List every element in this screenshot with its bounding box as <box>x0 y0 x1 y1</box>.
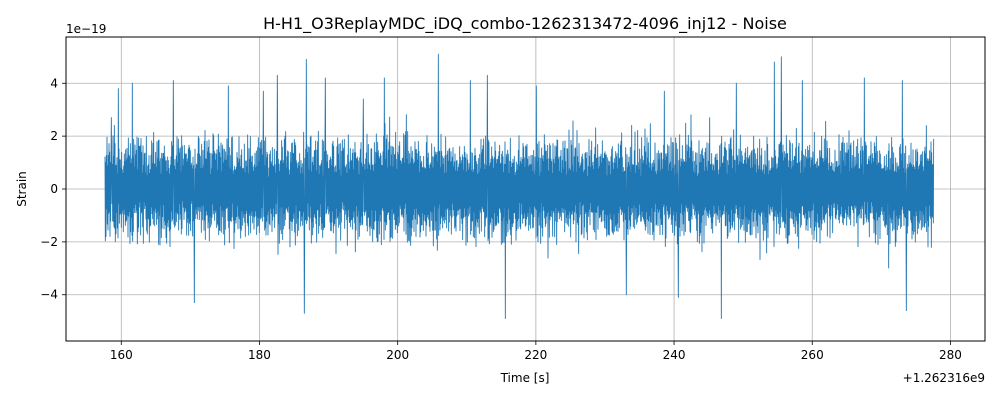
chart-title: H-H1_O3ReplayMDC_iDQ_combo-1262313472-40… <box>263 14 787 34</box>
y-tick-label: 4 <box>50 76 58 90</box>
x-tick-label: 280 <box>939 348 962 362</box>
x-offset-label: +1.262316e9 <box>903 371 985 385</box>
y-axis-label: Strain <box>15 171 29 207</box>
x-tick-label: 220 <box>524 348 547 362</box>
signal-line <box>104 53 935 319</box>
series-signal <box>104 53 935 319</box>
x-tick-label: 160 <box>110 348 133 362</box>
x-tick-label: 240 <box>663 348 686 362</box>
x-tick-label: 260 <box>801 348 824 362</box>
ticks: 160 180 200 220 240 260 280 −4 −2 0 2 4 <box>40 76 962 362</box>
y-tick-label: −4 <box>40 288 58 302</box>
y-tick-label: 2 <box>50 129 58 143</box>
y-tick-label: 0 <box>50 182 58 196</box>
x-axis-label: Time [s] <box>500 371 550 385</box>
y-scale-label: 1e−19 <box>66 22 106 36</box>
x-tick-label: 180 <box>248 348 271 362</box>
x-tick-label: 200 <box>386 348 409 362</box>
y-tick-label: −2 <box>40 235 58 249</box>
